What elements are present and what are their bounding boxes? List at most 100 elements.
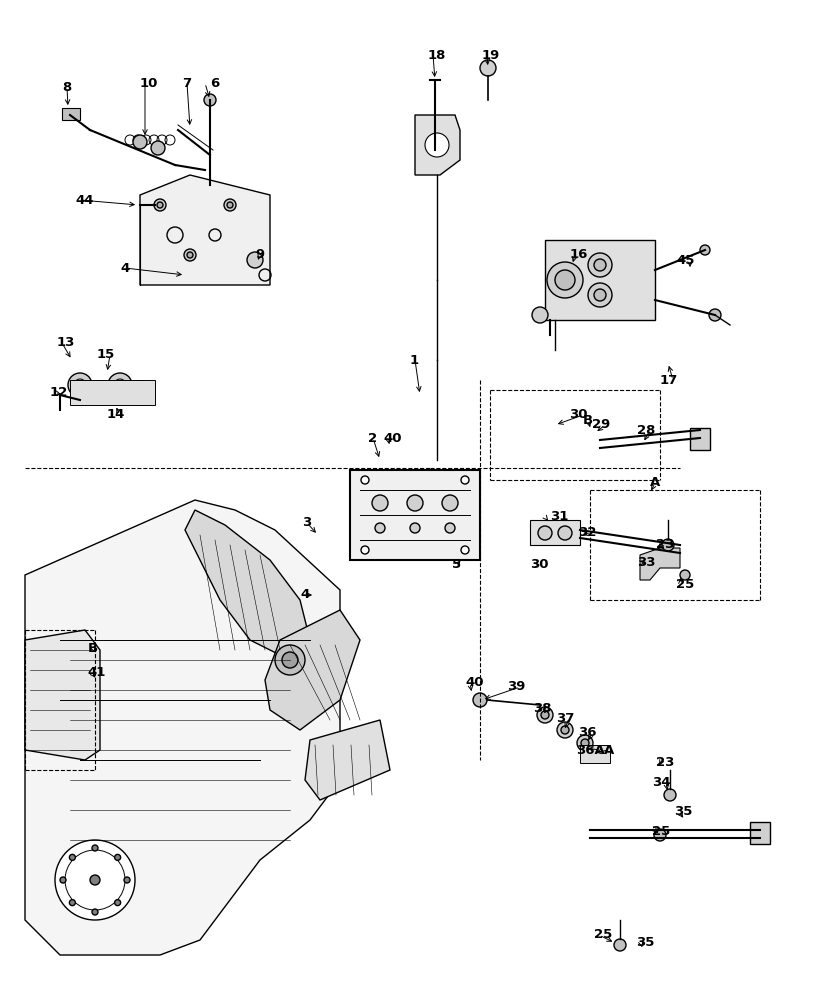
Text: 39: 39 (506, 680, 524, 694)
Circle shape (115, 854, 120, 860)
Bar (62, 108, 80, 120)
Bar (749, 822, 769, 844)
Circle shape (374, 523, 385, 533)
Circle shape (282, 652, 297, 668)
Circle shape (557, 526, 572, 540)
Circle shape (577, 735, 592, 751)
Text: B: B (88, 642, 98, 654)
Text: 23: 23 (655, 538, 673, 552)
Text: 23: 23 (655, 756, 673, 768)
Circle shape (60, 877, 66, 883)
Circle shape (92, 845, 98, 851)
Circle shape (224, 199, 236, 211)
Circle shape (554, 270, 574, 290)
Text: 38: 38 (533, 702, 551, 714)
Circle shape (593, 289, 605, 301)
Text: 41: 41 (87, 666, 106, 680)
Polygon shape (25, 500, 340, 955)
Polygon shape (140, 175, 269, 285)
Text: 35: 35 (673, 805, 691, 818)
Circle shape (593, 259, 605, 271)
Circle shape (133, 135, 147, 149)
Circle shape (90, 875, 100, 885)
Circle shape (536, 707, 552, 723)
Text: 45: 45 (676, 253, 695, 266)
Circle shape (661, 539, 673, 551)
Circle shape (360, 546, 369, 554)
Circle shape (70, 900, 75, 906)
Text: 10: 10 (140, 77, 158, 90)
Circle shape (699, 245, 709, 255)
Circle shape (460, 476, 468, 484)
Polygon shape (265, 610, 360, 730)
Circle shape (654, 829, 665, 841)
Circle shape (663, 789, 675, 801)
Circle shape (68, 373, 92, 397)
Text: 30: 30 (569, 408, 587, 422)
Text: 9: 9 (256, 248, 265, 261)
Text: 25: 25 (593, 928, 612, 941)
Circle shape (115, 900, 120, 906)
Circle shape (114, 379, 126, 391)
Text: 18: 18 (428, 49, 446, 62)
Circle shape (479, 60, 495, 76)
Circle shape (679, 570, 689, 580)
Text: A: A (603, 743, 613, 756)
Circle shape (410, 523, 419, 533)
Text: 35: 35 (636, 936, 654, 949)
Bar (689, 428, 709, 450)
Text: 36: 36 (577, 726, 596, 739)
Circle shape (70, 854, 75, 860)
Circle shape (133, 387, 146, 399)
Text: 32: 32 (577, 526, 595, 540)
Circle shape (406, 495, 423, 511)
Circle shape (128, 381, 152, 405)
Circle shape (88, 381, 112, 405)
Circle shape (708, 309, 720, 321)
Bar (579, 745, 609, 763)
Text: 44: 44 (75, 194, 93, 207)
Text: 28: 28 (636, 424, 654, 436)
Circle shape (247, 252, 263, 268)
Circle shape (473, 693, 486, 707)
Bar (529, 520, 579, 545)
Circle shape (55, 840, 135, 920)
Circle shape (560, 726, 568, 734)
Circle shape (183, 249, 196, 261)
Circle shape (274, 645, 305, 675)
Text: 13: 13 (57, 336, 75, 350)
Text: 14: 14 (106, 408, 124, 422)
Circle shape (151, 141, 165, 155)
Polygon shape (25, 630, 100, 760)
Circle shape (541, 711, 549, 719)
Text: 19: 19 (482, 49, 500, 62)
Text: 36A: 36A (576, 743, 604, 756)
Text: 15: 15 (97, 349, 115, 361)
Circle shape (424, 133, 449, 157)
Text: 25: 25 (651, 825, 669, 838)
Text: 2: 2 (368, 432, 377, 444)
Bar (350, 470, 479, 560)
Bar (545, 240, 654, 320)
Circle shape (613, 939, 625, 951)
Text: 40: 40 (464, 676, 483, 690)
Text: 37: 37 (555, 711, 573, 724)
Text: 30: 30 (529, 558, 548, 572)
Circle shape (124, 877, 130, 883)
Text: 4: 4 (120, 261, 129, 274)
Text: 8: 8 (62, 81, 71, 94)
Text: 31: 31 (550, 510, 568, 524)
Circle shape (154, 199, 165, 211)
Text: B: B (582, 414, 592, 426)
Circle shape (441, 495, 458, 511)
Text: 7: 7 (182, 77, 191, 90)
Text: 33: 33 (636, 556, 654, 570)
Text: 17: 17 (659, 373, 677, 386)
Circle shape (187, 252, 192, 258)
Circle shape (227, 202, 233, 208)
Circle shape (156, 202, 163, 208)
Text: 34: 34 (652, 776, 670, 790)
Polygon shape (305, 720, 390, 800)
Text: 16: 16 (569, 248, 588, 261)
Text: 1: 1 (410, 354, 419, 366)
